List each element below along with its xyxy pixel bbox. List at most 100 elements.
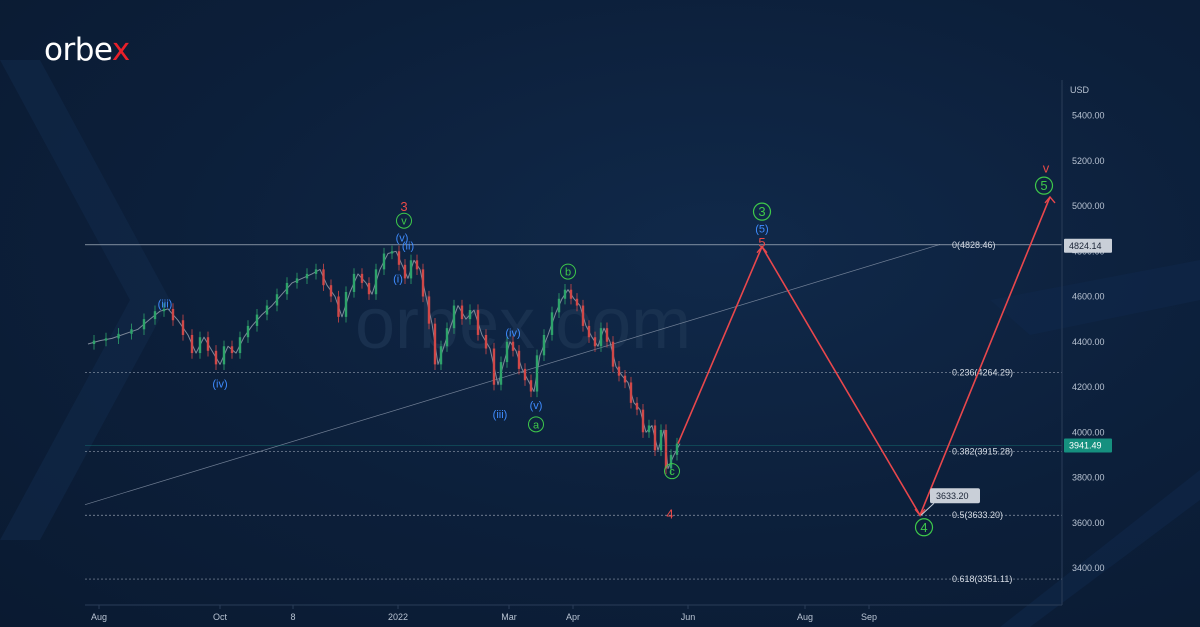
- candle-body: [352, 273, 356, 292]
- candle-body: [557, 298, 561, 313]
- candle-body: [238, 337, 242, 354]
- background-decoration: [0, 60, 1200, 627]
- wave-circle: [752, 202, 772, 221]
- candle-body: [675, 443, 679, 455]
- wave-circle: [396, 212, 412, 229]
- candle-body: [484, 334, 488, 349]
- candle-body: [382, 253, 386, 270]
- candle-body: [468, 310, 472, 320]
- wave-circle: [664, 463, 680, 480]
- candle-body: [421, 269, 425, 297]
- candle-body: [171, 308, 175, 321]
- candle-body: [275, 294, 279, 306]
- x-axis: Aug Oct 8 2022 Mar Apr Jun Aug Sep: [85, 604, 1062, 622]
- candle-body: [523, 368, 527, 381]
- y-tick-label: 5000.00: [1072, 201, 1105, 211]
- candle-body: [360, 273, 364, 283]
- candle-body: [190, 334, 194, 354]
- wave-label-green: 3: [758, 204, 765, 219]
- wave-label-blue: (iii): [493, 409, 508, 421]
- callout-box: [930, 488, 980, 504]
- candle-body: [265, 305, 269, 315]
- x-tick-label: 8: [290, 612, 295, 622]
- candle-body: [222, 346, 226, 365]
- fib-levels: 0(4828.46) 0.236(4264.29) 0.382(3915.28) 0.…: [85, 240, 1062, 584]
- y-tick-label: 4000.00: [1072, 427, 1105, 437]
- price-tag-box: [1064, 438, 1112, 453]
- candle-body: [181, 320, 185, 335]
- candle-body: [255, 314, 259, 326]
- y-tick-label: 4600.00: [1072, 292, 1105, 302]
- candle-body: [198, 337, 202, 354]
- candle-body: [367, 282, 371, 295]
- y-tick-label: 5400.00: [1072, 111, 1105, 121]
- candle-body: [452, 305, 456, 329]
- candle-body: [529, 380, 533, 392]
- price-tag-text: 3941.49: [1069, 440, 1102, 450]
- wave-label-blue: (v): [530, 400, 543, 412]
- wave-label-green: b: [565, 267, 571, 279]
- trend-line-segment: [84, 244, 941, 505]
- candle-body: [322, 269, 325, 286]
- projection-arrowhead: [914, 508, 926, 517]
- candle-body: [499, 362, 503, 385]
- candle-body: [390, 251, 394, 254]
- wave-label-blue: (5): [755, 223, 768, 235]
- wave-label-green: a: [533, 419, 540, 431]
- candle-body: [653, 425, 657, 451]
- candle-body: [599, 328, 603, 347]
- candle-body: [617, 366, 621, 376]
- price-series: [87, 245, 681, 475]
- candle-body: [563, 289, 567, 299]
- projection-arrowhead: [756, 245, 768, 254]
- wave-label-red: v: [1043, 161, 1050, 176]
- x-tick-label: Aug: [797, 612, 813, 622]
- x-tick-label: 2022: [388, 612, 408, 622]
- wave-label-blue: (iv): [505, 328, 520, 340]
- fib-label: 0(4828.46): [952, 240, 996, 250]
- projection-line: [677, 196, 1051, 517]
- candle-body: [214, 350, 218, 365]
- candle-body: [669, 454, 673, 469]
- callout-text: 3633.20: [936, 491, 969, 501]
- currency-label: USD: [1070, 85, 1090, 95]
- wave-label-green: 5: [1040, 178, 1047, 193]
- candle-body: [295, 278, 299, 283]
- candle-body: [433, 323, 437, 365]
- candle-body: [92, 340, 96, 345]
- candle-body: [130, 329, 133, 334]
- candle-body: [344, 291, 348, 317]
- candle-body: [104, 338, 108, 341]
- y-tick-label: 3400.00: [1072, 563, 1105, 573]
- candle-body: [329, 285, 333, 297]
- candle-body: [575, 298, 579, 306]
- x-tick-label: Aug: [91, 612, 107, 622]
- candle-body: [587, 325, 591, 338]
- candle-body: [439, 346, 443, 365]
- wave-label-red: 5: [758, 235, 765, 250]
- candle-body: [505, 341, 509, 363]
- candle-body: [535, 355, 539, 392]
- candle-body: [635, 402, 639, 410]
- candle-body: [206, 337, 210, 351]
- wave-label-blue: (iii): [158, 298, 173, 310]
- fib-label: 0.618(3351.11): [952, 574, 1012, 584]
- trend-line: [84, 244, 941, 505]
- fib-label: 0.5(3633.20): [952, 510, 1003, 520]
- candle-body: [476, 310, 480, 335]
- candle-body: [246, 325, 250, 338]
- candle-body: [415, 260, 419, 270]
- candle-body: [403, 264, 407, 279]
- candle-body: [623, 375, 627, 383]
- candle-body: [569, 289, 573, 299]
- y-tick-label: 4200.00: [1072, 382, 1105, 392]
- wave-circle: [1034, 176, 1054, 195]
- candle-body: [550, 312, 554, 335]
- wave-label-red: 3: [400, 199, 407, 214]
- x-tick-label: Oct: [213, 612, 228, 622]
- wave-circle: [560, 263, 576, 280]
- candle-body: [285, 282, 289, 295]
- wave-circle: [914, 518, 934, 537]
